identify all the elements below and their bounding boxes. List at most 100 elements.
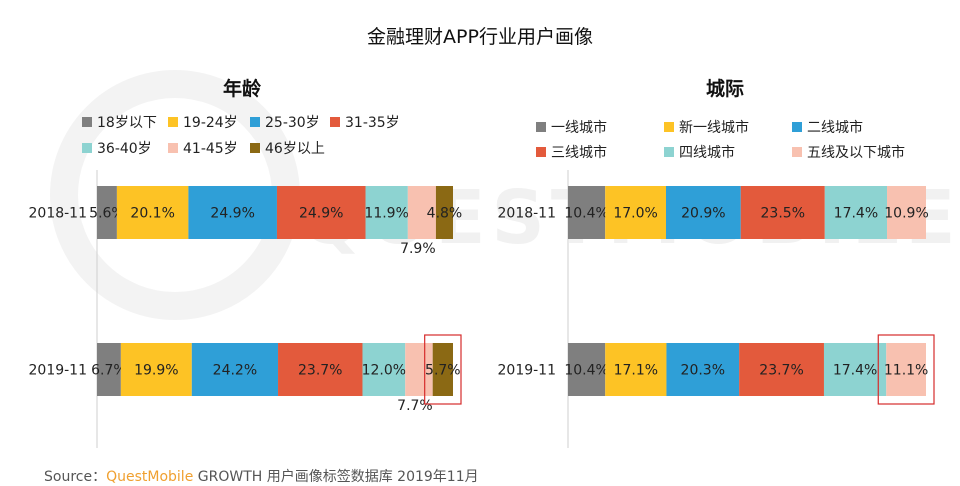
legend-item: 25-30岁: [250, 112, 320, 132]
data-label: 23.7%: [298, 363, 342, 379]
bar-segment: [407, 186, 436, 239]
bar-segment: [886, 343, 926, 396]
data-label: 7.9%: [400, 241, 436, 257]
legend-swatch: [168, 143, 178, 153]
data-label: 10.4%: [564, 206, 608, 222]
legend-label: 36-40岁: [97, 141, 152, 157]
bar-segment: [740, 186, 825, 239]
data-label: 5.6%: [89, 206, 125, 222]
bar-segment: [887, 186, 926, 239]
legend-swatch: [250, 117, 260, 127]
bar-segment: [191, 343, 279, 396]
legend-swatch: [664, 147, 674, 157]
data-label: 11.9%: [364, 206, 408, 222]
legend-item: 四线城市: [664, 142, 735, 162]
data-label: 10.4%: [564, 363, 608, 379]
bar-segment: [278, 343, 363, 396]
legend-item: 46岁以上: [250, 138, 325, 158]
source-note: Source：QuestMobile GROWTH 用户画像标签数据库 2019…: [44, 466, 479, 486]
bar-segment: [666, 343, 740, 396]
bar-segment: [605, 186, 666, 239]
category-label: 2018-11: [498, 206, 557, 222]
legend-item: 41-45岁: [168, 138, 238, 158]
bar-segment: [405, 343, 433, 396]
chart-age: 2018-11 5.6% 20.1% 24.9% 24.9% 11.9% 7.9% 4.8% 2…: [29, 170, 463, 448]
bar-segment: [97, 186, 117, 239]
category-label: 2019-11: [29, 363, 88, 379]
source-rest: GROWTH 用户画像标签数据库 2019年11月: [193, 469, 479, 485]
legend-item: 二线城市: [792, 117, 863, 137]
legend-label: 三线城市: [551, 145, 607, 161]
legend-label: 46岁以上: [265, 141, 325, 157]
legend-item: 一线城市: [536, 117, 607, 137]
legend-item: 五线及以下城市: [792, 142, 905, 162]
data-label: 17.4%: [833, 363, 877, 379]
data-label: 17.0%: [613, 206, 657, 222]
legend-label: 19-24岁: [183, 115, 238, 131]
legend-swatch: [82, 117, 92, 127]
legend-swatch: [792, 147, 802, 157]
legend-label: 二线城市: [807, 120, 863, 136]
chart-city: 2018-11 10.4% 17.0% 20.9% 23.5% 17.4% 10.9% 201…: [498, 170, 935, 448]
chart-title-age: 年龄: [222, 78, 261, 100]
bar-segment: [432, 343, 453, 396]
data-label: 4.8%: [427, 206, 463, 222]
bar-segment: [665, 186, 741, 239]
bar-segment: [824, 186, 888, 239]
source-brand: QuestMobile: [106, 469, 194, 485]
legend-label: 41-45岁: [183, 141, 238, 157]
source-prefix: Source：: [44, 469, 107, 485]
data-label: 6.7%: [91, 363, 127, 379]
legend-swatch: [536, 147, 546, 157]
bar-segment: [362, 343, 406, 396]
legend-item: 18岁以下: [82, 112, 157, 132]
data-label: 20.3%: [681, 363, 725, 379]
legend-label: 五线及以下城市: [807, 145, 905, 161]
bar-segment: [568, 186, 606, 239]
legend-label: 四线城市: [679, 145, 735, 161]
data-label: 23.7%: [759, 363, 803, 379]
bar-segment: [435, 186, 453, 239]
data-label: 7.7%: [397, 398, 433, 414]
data-label: 10.9%: [884, 206, 928, 222]
legend-swatch: [536, 122, 546, 132]
chart-title-city: 城际: [705, 78, 744, 100]
bar-segment: [97, 343, 121, 396]
data-label: 17.1%: [614, 363, 658, 379]
bar-segment: [276, 186, 366, 239]
bar-segment: [605, 343, 667, 396]
data-label: 12.0%: [362, 363, 406, 379]
legend-swatch: [792, 122, 802, 132]
legend-item: 三线城市: [536, 142, 607, 162]
data-label: 24.9%: [210, 206, 254, 222]
legend-item: 新一线城市: [664, 117, 749, 137]
data-label: 17.4%: [834, 206, 878, 222]
category-label: 2018-11: [29, 206, 88, 222]
category-label: 2019-11: [498, 363, 557, 379]
bar-segment: [188, 186, 277, 239]
bar-segment: [568, 343, 606, 396]
bar-segment: [365, 186, 408, 239]
data-label: 23.5%: [761, 206, 805, 222]
data-label: 24.2%: [213, 363, 257, 379]
legend-label: 18岁以下: [97, 115, 157, 131]
data-label: 11.1%: [884, 363, 928, 379]
legend-label: 25-30岁: [265, 115, 320, 131]
highlight-box: [424, 334, 462, 405]
data-label: 20.1%: [130, 206, 174, 222]
page-title: 金融理财APP行业用户画像: [367, 26, 593, 48]
legend-item: 31-35岁: [330, 112, 400, 132]
legend-label: 一线城市: [551, 120, 607, 136]
legend-item: 19-24岁: [168, 112, 238, 132]
bar-segment: [739, 343, 824, 396]
data-label: 5.7%: [425, 363, 461, 379]
legend-swatch: [250, 143, 260, 153]
data-label: 20.9%: [681, 206, 725, 222]
legend-label: 新一线城市: [679, 120, 749, 136]
legend-swatch: [82, 143, 92, 153]
data-label: 24.9%: [299, 206, 343, 222]
bar-segment: [823, 343, 887, 396]
legend-label: 31-35岁: [345, 115, 400, 131]
bar-segment: [116, 186, 189, 239]
